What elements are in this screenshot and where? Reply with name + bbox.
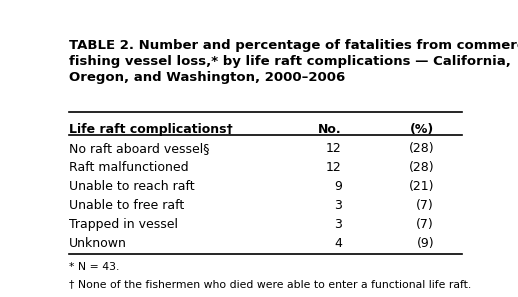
Text: 4: 4 [334,237,342,250]
Text: 12: 12 [326,161,342,174]
Text: Life raft complications†: Life raft complications† [69,123,233,136]
Text: (28): (28) [409,142,434,155]
Text: Unknown: Unknown [69,237,126,250]
Text: (9): (9) [416,237,434,250]
Text: 9: 9 [334,180,342,193]
Text: No raft aboard vessel§: No raft aboard vessel§ [69,142,209,155]
Text: No.: No. [318,123,342,136]
Text: (21): (21) [409,180,434,193]
Text: § Includes seven deaths of fishermen aboard four skiffs that were too
  small to: § Includes seven deaths of fishermen abo… [69,296,448,297]
Text: (%): (%) [410,123,434,136]
Text: TABLE 2. Number and percentage of fatalities from commercial
fishing vessel loss: TABLE 2. Number and percentage of fatali… [69,39,518,84]
Text: † None of the fishermen who died were able to enter a functional life raft.: † None of the fishermen who died were ab… [69,279,471,289]
Text: Unable to reach raft: Unable to reach raft [69,180,194,193]
Text: Unable to free raft: Unable to free raft [69,199,184,212]
Text: 12: 12 [326,142,342,155]
Text: Trapped in vessel: Trapped in vessel [69,218,178,231]
Text: (7): (7) [416,218,434,231]
Text: 3: 3 [334,218,342,231]
Text: 3: 3 [334,199,342,212]
Text: (28): (28) [409,161,434,174]
Text: * N = 43.: * N = 43. [69,262,119,271]
Text: Raft malfunctioned: Raft malfunctioned [69,161,189,174]
Text: (7): (7) [416,199,434,212]
